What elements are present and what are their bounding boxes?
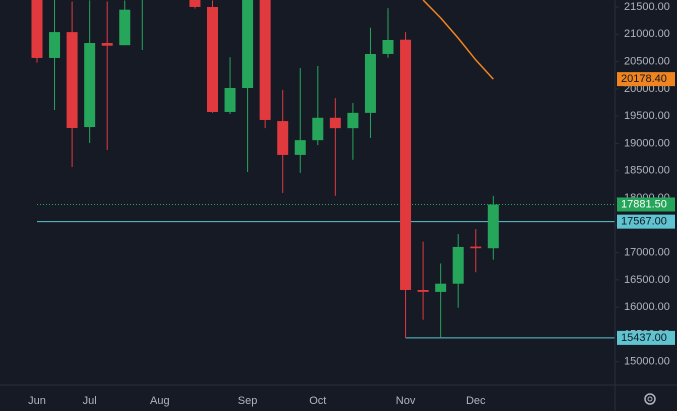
ma-label-box — [617, 72, 675, 87]
level-label: 17567.00 — [621, 216, 667, 228]
candle-body — [259, 0, 271, 120]
candle-body — [417, 289, 429, 292]
y-tick-label: 16500.00 — [624, 274, 670, 286]
x-tick-label: Aug — [150, 395, 170, 407]
moving-average — [422, 0, 494, 80]
settings-icon[interactable] — [644, 393, 656, 405]
x-tick-label: Jun — [28, 395, 46, 407]
candle-body — [207, 6, 218, 112]
x-tick-label: Sep — [238, 395, 258, 407]
candle-body — [277, 121, 289, 155]
x-tick-label: Nov — [396, 395, 416, 407]
candle-body — [347, 112, 359, 129]
level-label-box — [617, 197, 675, 212]
candle-body — [364, 53, 376, 113]
y-tick-label: 15000.00 — [624, 356, 670, 368]
candle-body — [66, 32, 78, 128]
candle-body — [31, 0, 43, 58]
candle-body — [382, 40, 394, 54]
candle-body — [84, 43, 96, 128]
candle-body — [312, 117, 324, 141]
x-tick-label: Oct — [309, 395, 326, 407]
candle-body — [49, 32, 61, 58]
candle-body — [329, 117, 341, 129]
candle-body — [189, 0, 201, 7]
candle-body — [452, 246, 464, 284]
y-tick-label: 19500.00 — [624, 110, 670, 122]
candle-body — [400, 39, 412, 290]
candle-body — [119, 9, 131, 46]
plot-area — [31, 0, 615, 339]
y-tick-label: 20500.00 — [624, 55, 670, 67]
y-tick-label: 17000.00 — [624, 246, 670, 258]
y-tick-label: 16000.00 — [624, 301, 670, 313]
candle-body — [294, 140, 306, 155]
candle-body — [487, 204, 499, 249]
x-tick-label: Dec — [466, 395, 486, 407]
level-label-box — [617, 330, 675, 345]
y-tick-label: 21500.00 — [624, 1, 670, 13]
candle-body — [470, 246, 482, 249]
candle-body — [435, 283, 447, 292]
candle-body — [224, 87, 236, 112]
y-tick-label: 19000.00 — [624, 137, 670, 149]
level-label: 17881.50 — [621, 198, 667, 210]
level-label-box — [617, 214, 675, 229]
y-tick-label: 21000.00 — [624, 28, 670, 40]
candle-body — [242, 0, 254, 88]
level-label: 15437.00 — [621, 332, 667, 344]
x-tick-label: Jul — [83, 395, 97, 407]
candle-body — [101, 43, 113, 46]
y-tick-label: 18500.00 — [624, 165, 670, 177]
ma-label: 20178.40 — [621, 73, 667, 85]
